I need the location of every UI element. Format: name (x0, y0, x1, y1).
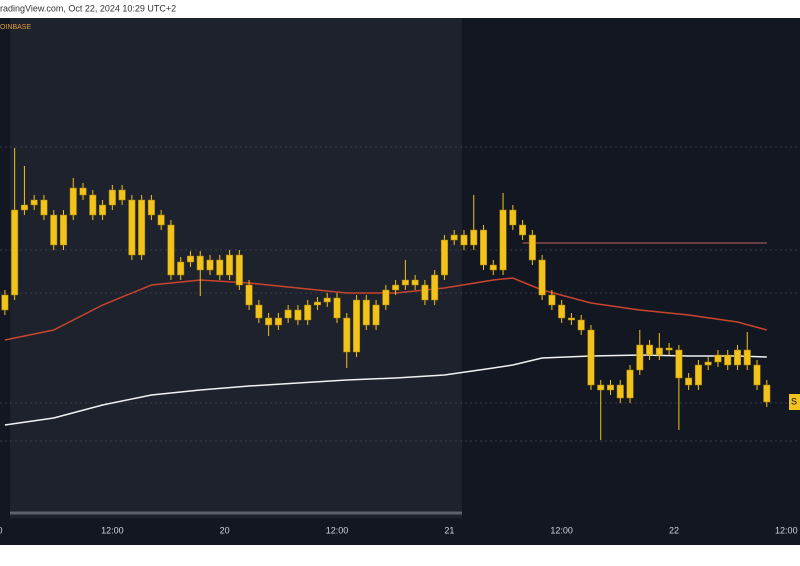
candle-body (11, 209, 19, 296)
x-tick-label: 21 (444, 525, 454, 535)
candle-body (587, 329, 595, 386)
candle-body (733, 349, 741, 366)
candle-body (30, 199, 38, 206)
candle-body (177, 261, 185, 276)
x-tick-label: 12:00 (326, 525, 349, 535)
candle-body (226, 254, 234, 276)
candle-body (694, 364, 702, 386)
x-tick-label: 22 (669, 525, 679, 535)
candle-body (382, 289, 390, 306)
candle-body (558, 304, 566, 319)
candle-body (597, 384, 605, 391)
candle-body (616, 384, 624, 399)
candle-body (470, 229, 478, 246)
candle-body (235, 254, 243, 286)
candle-body (753, 364, 761, 386)
candle-body (626, 369, 634, 399)
candle-body (40, 199, 48, 216)
candle-body (675, 349, 683, 379)
candle-body (323, 297, 331, 303)
candle-body (138, 199, 146, 256)
x-tick-label: 0 (0, 525, 3, 535)
source-label: OINBASE (0, 24, 31, 31)
candle-body (655, 347, 663, 356)
candle-body (118, 189, 126, 201)
candle-body (567, 317, 575, 321)
candle-body (216, 259, 224, 276)
x-tick-label: 12:00 (775, 525, 798, 535)
candle-body (538, 259, 546, 296)
candle-body (763, 384, 771, 403)
candle-body (265, 317, 273, 326)
candle-body (499, 209, 507, 271)
candle-body (108, 189, 116, 206)
candle-body (313, 301, 321, 306)
candle-body (343, 317, 351, 353)
candle-body (50, 214, 58, 246)
candle-body (607, 384, 615, 391)
x-tick-label: 12:00 (101, 525, 124, 535)
candle-body (353, 299, 361, 353)
candle-body (284, 309, 292, 319)
candle-body (704, 361, 712, 366)
candle-body (646, 344, 654, 356)
candle-body (147, 199, 155, 216)
x-tick-label: 20 (220, 525, 230, 535)
candle-body (480, 229, 488, 266)
candle-body (685, 377, 693, 386)
candle-body (509, 209, 517, 226)
candle-body (157, 214, 165, 226)
candle-body (450, 234, 458, 241)
candle-body (519, 224, 527, 236)
candle-body (59, 214, 67, 246)
candle-body (294, 309, 302, 321)
candle-body (99, 204, 107, 216)
candle-body (431, 274, 439, 301)
candle-body (69, 187, 77, 216)
price-label: S (791, 396, 797, 406)
x-tick-label: 12:00 (550, 525, 573, 535)
candle-body (421, 284, 429, 301)
candle-body (724, 354, 732, 366)
candle-body (528, 234, 536, 261)
candle-body (548, 294, 556, 306)
candle-body (304, 304, 312, 321)
candle-body (1, 294, 9, 311)
candle-body (401, 279, 409, 286)
candle-body (167, 224, 175, 276)
candle-body (206, 259, 214, 271)
candle-body (333, 297, 341, 319)
candle-body (274, 317, 282, 326)
candle-body (440, 239, 448, 276)
moving-average (4, 277, 767, 341)
candle-body (743, 349, 751, 366)
candle-body (245, 284, 253, 306)
header-text: radingView.com, Oct 22, 2024 10:29 UTC+2 (0, 3, 176, 13)
candle-body (665, 347, 673, 351)
candle-body (392, 284, 400, 291)
candle-body (411, 279, 419, 286)
candle-body (79, 187, 87, 196)
candle-body (372, 304, 380, 326)
candle-body (128, 199, 136, 256)
candle-body (362, 299, 370, 326)
candle-body (196, 255, 204, 271)
candle-body (714, 354, 722, 363)
candle-body (89, 194, 97, 216)
price-label-box (789, 394, 800, 410)
candle-body (636, 344, 644, 371)
candle-body (186, 255, 194, 263)
candle-body (460, 234, 468, 246)
candle-body (489, 264, 497, 271)
candle-body (577, 319, 585, 331)
candle-body (255, 304, 263, 319)
candle-body (20, 204, 28, 211)
